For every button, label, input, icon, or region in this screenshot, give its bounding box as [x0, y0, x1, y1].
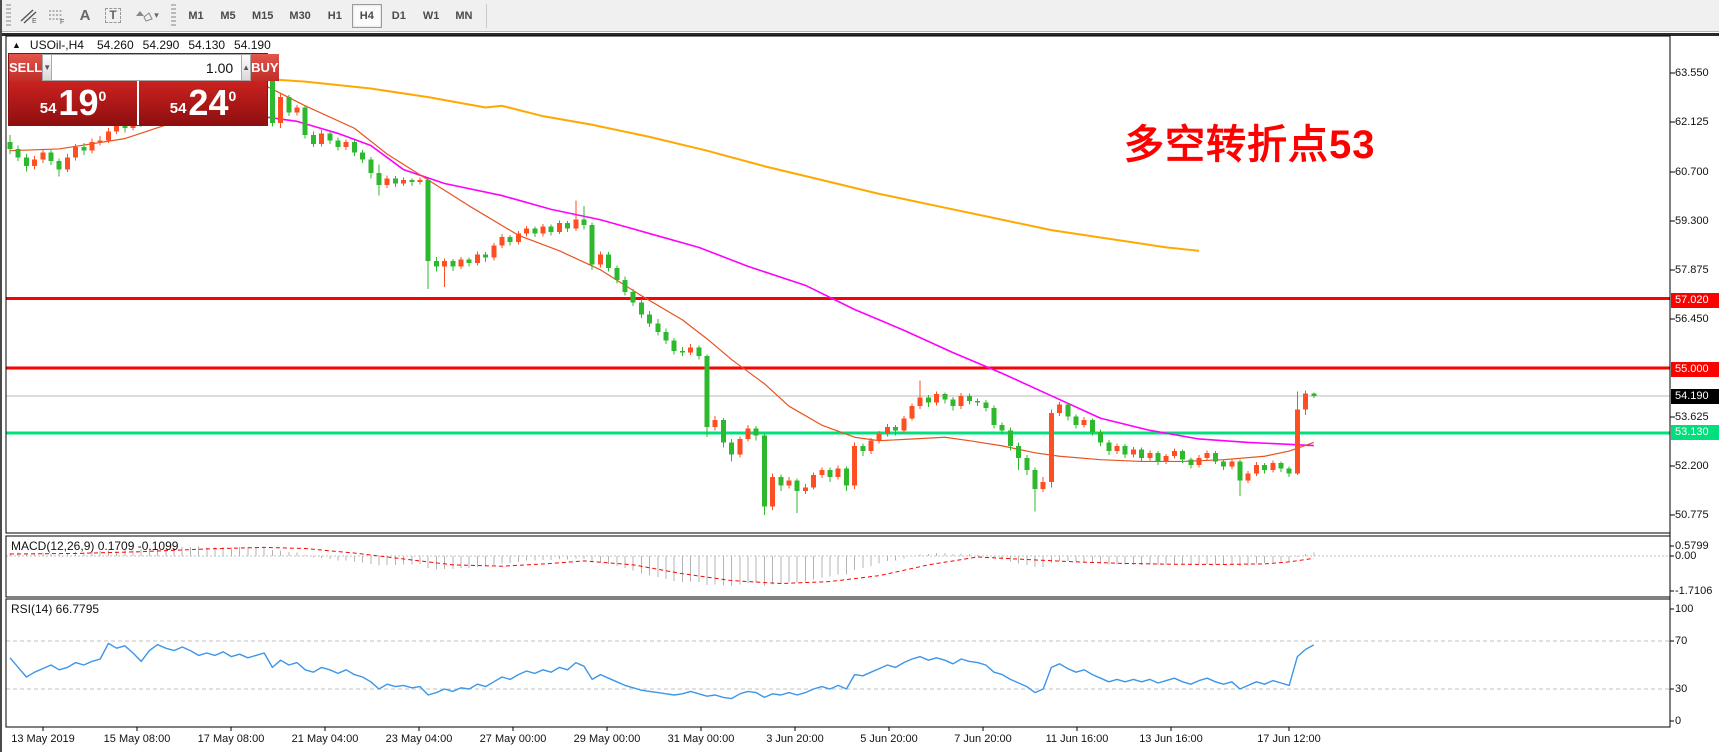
symbol-info-line: ▲ USOil-,H4 54.260 54.290 54.130 54.190 [12, 38, 271, 52]
toolbar-drag-handle-2[interactable] [171, 3, 176, 28]
price-tick-label: 57.875 [1675, 264, 1709, 276]
timeframe-m1[interactable]: M1 [181, 4, 211, 28]
rsi-tick-label: 70 [1675, 635, 1688, 647]
rsi-label: RSI(14) 66.7795 [11, 602, 100, 616]
macd-tick-label: -1.7106 [1675, 585, 1713, 597]
price-tick-label: 52.200 [1675, 460, 1709, 472]
buy-price-whole: 54 [169, 99, 187, 117]
macd-label: MACD(12,26,9) 0.1709 -0.1099 [11, 539, 179, 553]
price-tick-label: 62.125 [1675, 116, 1709, 128]
date-tick-label: 15 May 08:00 [103, 733, 171, 745]
sell-price-whole: 54 [39, 99, 57, 117]
timeframe-m15[interactable]: M15 [245, 4, 280, 28]
timeframe-d1[interactable]: D1 [384, 4, 414, 28]
buy-button[interactable]: BUY [251, 54, 279, 81]
volume-increase-button[interactable]: ▲ [241, 54, 252, 81]
timeframe-m5[interactable]: M5 [213, 4, 243, 28]
text-label-icon[interactable]: T [99, 3, 127, 29]
toolbar: E F A T ▾ M1 M5 M15 M30 H1 H4 D1 W1 MN [2, 0, 1719, 32]
sell-price-point: 0 [98, 88, 107, 104]
timeframe-m30[interactable]: M30 [282, 4, 317, 28]
ohlc-high: 54.290 [142, 38, 180, 52]
timeframe-mn[interactable]: MN [448, 4, 479, 28]
date-tick-label: 17 Jun 12:00 [1257, 733, 1321, 745]
date-tick-label: 5 Jun 20:00 [860, 733, 918, 745]
price-level-tag: 55.000 [1671, 362, 1719, 377]
fibonacci-icon[interactable]: F [43, 3, 71, 29]
buy-price-point: 0 [228, 88, 237, 104]
date-tick-label: 27 May 00:00 [479, 733, 547, 745]
volume-decrease-button[interactable]: ▼ [42, 54, 53, 81]
shapes-icon[interactable]: ▾ [127, 3, 167, 29]
date-tick-label: 3 Jun 20:00 [766, 733, 824, 745]
price-tick-label: 50.775 [1675, 509, 1709, 521]
macd-tick-label: 0.5799 [1675, 540, 1709, 552]
date-tick-label: 21 May 04:00 [291, 733, 359, 745]
sell-button[interactable]: SELL [9, 54, 43, 81]
svg-text:F: F [60, 19, 64, 24]
date-tick-label: 7 Jun 20:00 [954, 733, 1012, 745]
timeframe-h1[interactable]: H1 [320, 4, 350, 28]
timeframe-w1[interactable]: W1 [416, 4, 447, 28]
date-tick-label: 13 May 2019 [11, 733, 75, 745]
shapes-dropdown-caret[interactable]: ▾ [154, 10, 159, 20]
date-tick-label: 17 May 08:00 [197, 733, 265, 745]
buy-price-pips: 24 [188, 82, 229, 123]
price-level-tag: 57.020 [1671, 293, 1719, 308]
ohlc-open: 54.260 [96, 38, 134, 52]
toolbar-separator [486, 3, 488, 28]
symbol-name: USOil-,H4 [29, 38, 84, 52]
rsi-tick-label: 100 [1675, 603, 1694, 615]
macd-tick-label: 0.00 [1675, 550, 1697, 562]
price-tick-label: 59.300 [1675, 215, 1709, 227]
equidistant-channel-icon[interactable]: E [15, 3, 43, 29]
date-tick-label: 13 Jun 16:00 [1139, 733, 1203, 745]
date-tick-label: 23 May 04:00 [385, 733, 453, 745]
price-tick-label: 53.625 [1675, 411, 1709, 423]
date-tick-label: 11 Jun 16:00 [1045, 733, 1109, 745]
sell-price-display[interactable]: 54 19 0 [9, 81, 137, 125]
volume-input[interactable] [52, 54, 242, 81]
timeframe-buttons: M1 M5 M15 M30 H1 H4 D1 W1 MN [180, 3, 480, 28]
rsi-tick-label: 30 [1675, 683, 1688, 695]
ohlc-close: 54.190 [234, 38, 271, 52]
text-icon[interactable]: A [79, 7, 91, 24]
price-level-tag: 54.190 [1671, 389, 1719, 404]
price-tick-label: 56.450 [1675, 313, 1709, 325]
rsi-tick-label: 0 [1675, 715, 1682, 727]
svg-text:E: E [32, 18, 37, 24]
toolbar-drag-handle[interactable] [6, 3, 11, 28]
price-tick-label: 60.700 [1675, 166, 1709, 178]
one-click-toggle-icon[interactable]: ▲ [12, 40, 21, 50]
window-splitter [2, 32, 1719, 36]
ohlc-low: 54.130 [188, 38, 226, 52]
chart-annotation-text: 多空转折点53 [1124, 123, 1376, 167]
date-tick-label: 29 May 00:00 [573, 733, 641, 745]
price-tick-label: 63.550 [1675, 67, 1709, 79]
timeframe-h4[interactable]: H4 [351, 3, 382, 28]
price-level-tag: 53.130 [1671, 425, 1719, 440]
one-click-trade-panel: SELL ▼ ▲ BUY 54 19 0 54 24 0 [8, 53, 279, 126]
sell-price-pips: 19 [58, 82, 99, 123]
buy-price-display[interactable]: 54 24 0 [139, 81, 267, 125]
date-tick-label: 31 May 00:00 [667, 733, 735, 745]
